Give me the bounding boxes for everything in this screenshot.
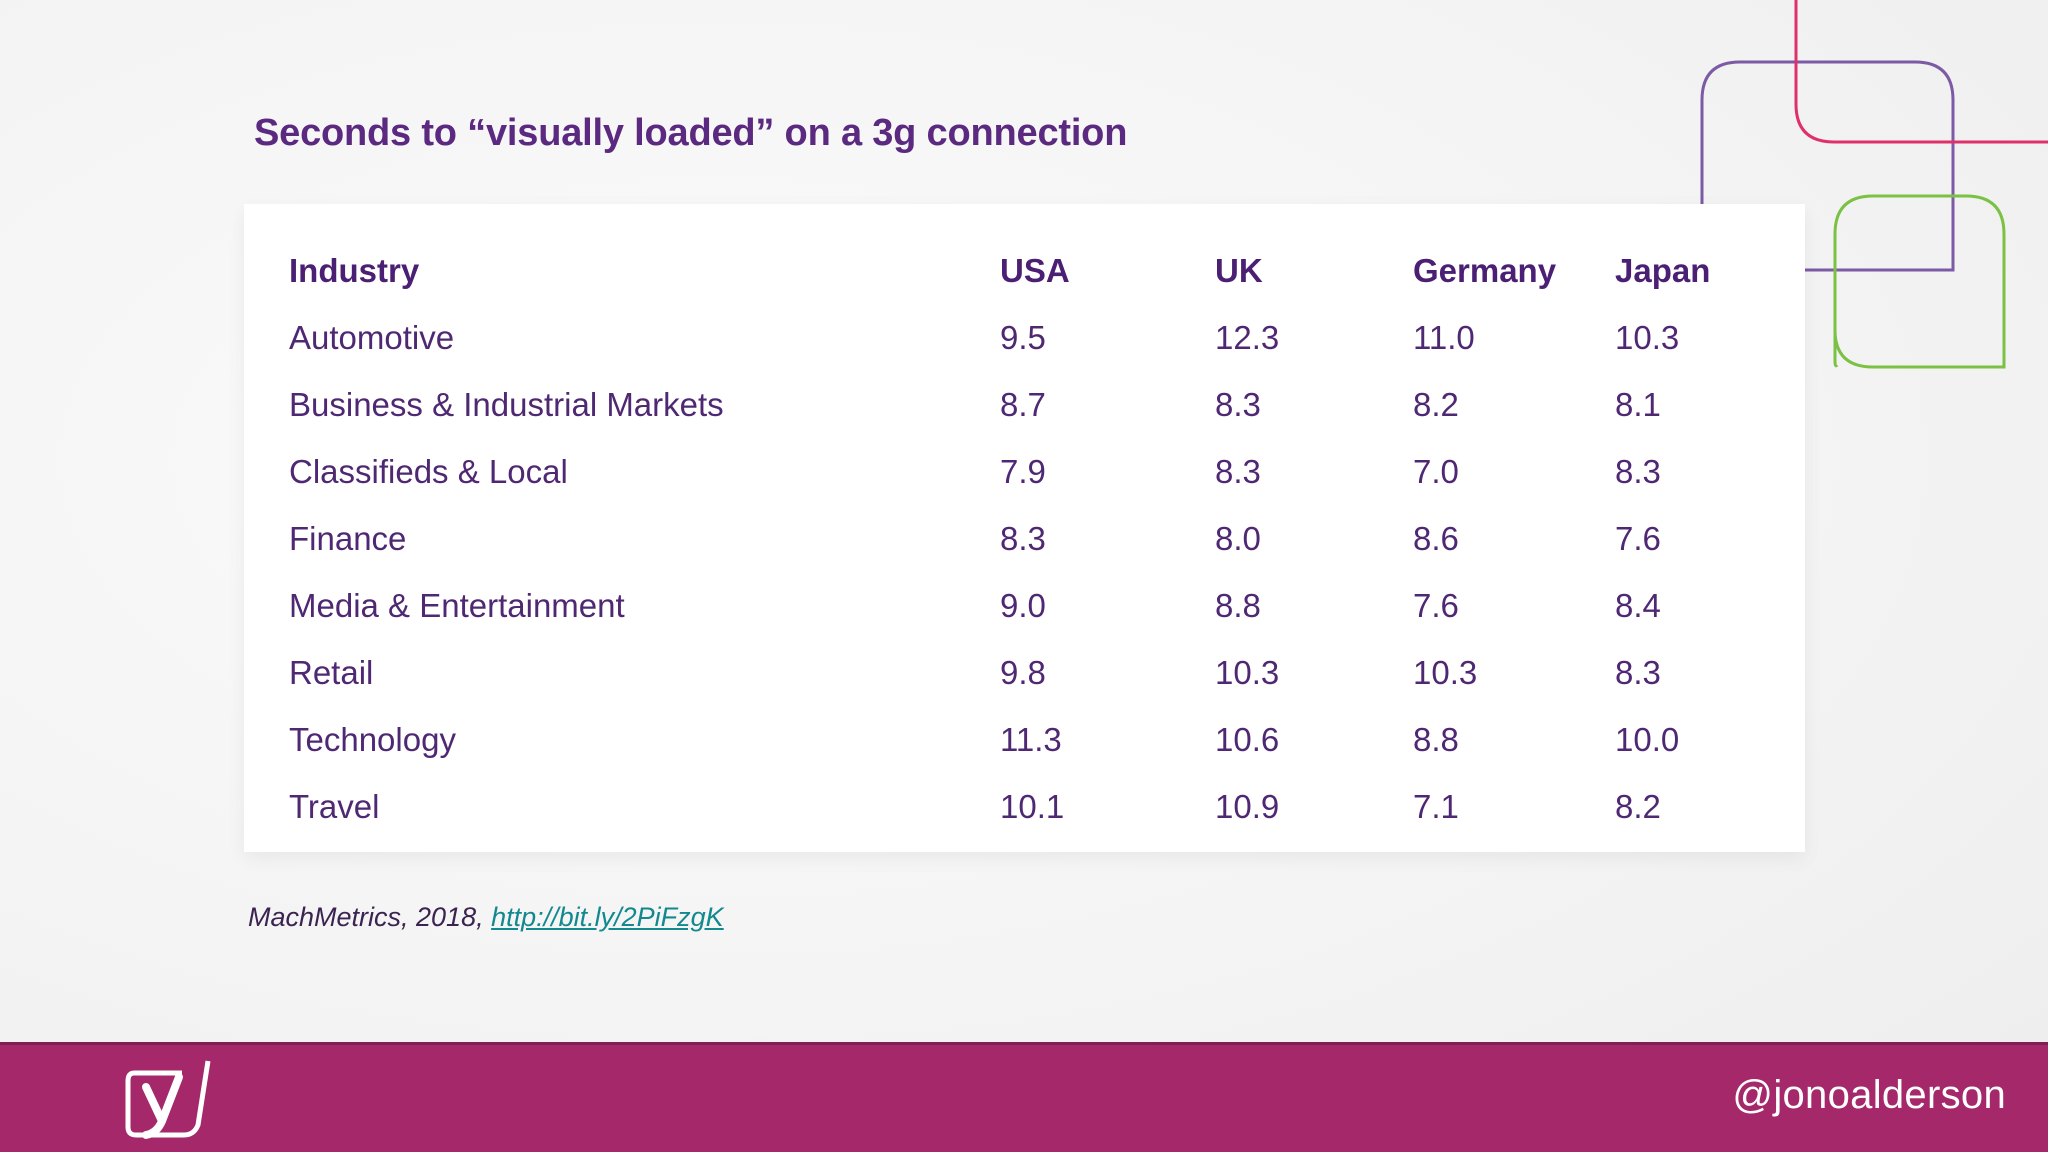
cell-japan: 8.1 <box>1615 385 1661 423</box>
header-industry: Industry <box>289 251 420 289</box>
slide-title: Seconds to “visually loaded” on a 3g con… <box>254 112 1128 154</box>
cell-germany: 11.0 <box>1413 318 1475 356</box>
cell-uk: 8.0 <box>1215 519 1261 557</box>
footer-bar: @jonoalderson <box>0 1042 2048 1152</box>
table-row: Media & Entertainment 9.0 8.8 7.6 8.4 <box>289 572 1769 639</box>
cell-industry: Technology <box>289 720 456 758</box>
data-table-card: Industry USA UK Germany Japan Automotive… <box>244 204 1805 852</box>
header-usa: USA <box>1000 251 1070 289</box>
cell-uk: 10.3 <box>1215 653 1280 691</box>
header-uk: UK <box>1215 251 1263 289</box>
cell-uk: 10.9 <box>1215 787 1280 825</box>
table-row: Travel 10.1 10.9 7.1 8.2 <box>289 773 1769 840</box>
cell-industry: Automotive <box>289 318 455 356</box>
cell-germany: 7.6 <box>1413 586 1459 624</box>
table-row: Business & Industrial Markets 8.7 8.3 8.… <box>289 371 1769 438</box>
cell-uk: 8.8 <box>1215 586 1261 624</box>
cell-germany: 8.8 <box>1413 720 1459 758</box>
deco-pink-line <box>1794 0 2048 144</box>
deco-purple-line <box>1700 60 1955 272</box>
cell-germany: 8.6 <box>1413 519 1459 557</box>
table-row: Retail 9.8 10.3 10.3 8.3 <box>289 639 1769 706</box>
table-row: Classifieds & Local 7.9 8.3 7.0 8.3 <box>289 438 1769 505</box>
cell-industry: Classifieds & Local <box>289 452 568 490</box>
cell-industry: Finance <box>289 519 407 557</box>
cell-uk: 8.3 <box>1215 452 1261 490</box>
cell-japan: 8.3 <box>1615 653 1661 691</box>
cell-japan: 8.4 <box>1615 586 1661 624</box>
cell-industry: Media & Entertainment <box>289 586 625 624</box>
header-japan: Japan <box>1615 251 1711 289</box>
cell-japan: 10.3 <box>1615 318 1680 356</box>
load-time-table: Industry USA UK Germany Japan Automotive… <box>289 237 1769 840</box>
cell-industry: Retail <box>289 653 374 691</box>
cell-japan: 8.3 <box>1615 452 1661 490</box>
cell-germany: 7.1 <box>1413 787 1459 825</box>
source-citation: MachMetrics, 2018, http://bit.ly/2PiFzgK <box>248 902 724 933</box>
cell-usa: 8.3 <box>1000 519 1046 557</box>
cell-japan: 8.2 <box>1615 787 1661 825</box>
cell-uk: 12.3 <box>1215 318 1280 356</box>
citation-text: MachMetrics, 2018, <box>248 902 492 932</box>
cell-germany: 8.2 <box>1413 385 1459 423</box>
cell-usa: 11.3 <box>1000 720 1062 758</box>
table-header-row: Industry USA UK Germany Japan <box>289 237 1769 304</box>
cell-uk: 8.3 <box>1215 385 1261 423</box>
cell-usa: 9.0 <box>1000 586 1046 624</box>
citation-link[interactable]: http://bit.ly/2PiFzgK <box>491 902 724 932</box>
table-row: Finance 8.3 8.0 8.6 7.6 <box>289 505 1769 572</box>
cell-usa: 7.9 <box>1000 452 1046 490</box>
cell-usa: 8.7 <box>1000 385 1046 423</box>
cell-japan: 10.0 <box>1615 720 1680 758</box>
cell-usa: 10.1 <box>1000 787 1065 825</box>
table-row: Technology 11.3 10.6 8.8 10.0 <box>289 706 1769 773</box>
cell-japan: 7.6 <box>1615 519 1661 557</box>
decorative-lines <box>1700 0 2048 369</box>
yoast-logo-icon <box>125 1060 211 1139</box>
cell-usa: 9.5 <box>1000 318 1046 356</box>
header-germany: Germany <box>1413 251 1557 289</box>
cell-industry: Travel <box>289 787 380 825</box>
cell-germany: 7.0 <box>1413 452 1459 490</box>
deco-green-line <box>1833 194 2006 369</box>
table-row: Automotive 9.5 12.3 11.0 10.3 <box>289 304 1769 371</box>
twitter-handle: @jonoalderson <box>1732 1073 2006 1117</box>
cell-industry: Business & Industrial Markets <box>289 385 724 423</box>
cell-uk: 10.6 <box>1215 720 1280 758</box>
cell-usa: 9.8 <box>1000 653 1046 691</box>
cell-germany: 10.3 <box>1413 653 1478 691</box>
